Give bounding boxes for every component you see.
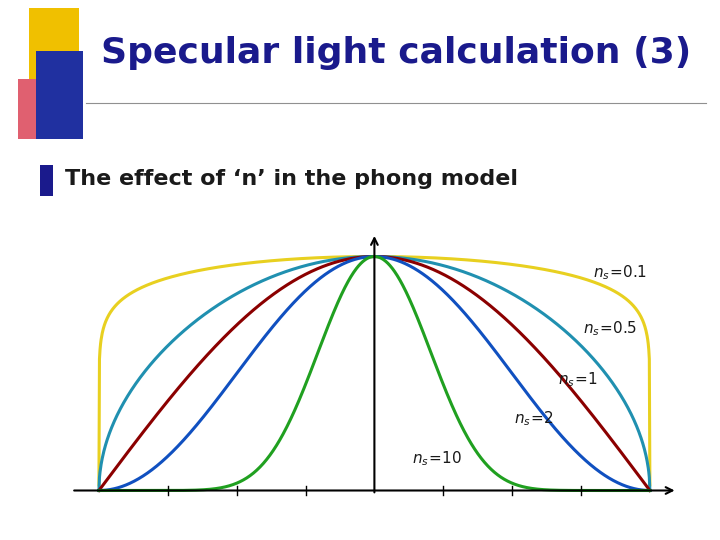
Text: Specular light calculation (3): Specular light calculation (3): [101, 36, 691, 70]
Text: The effect of ‘n’ in the phong model: The effect of ‘n’ in the phong model: [65, 170, 518, 190]
Bar: [40, 165, 53, 197]
Text: $n_s\!=\!0.1$: $n_s\!=\!0.1$: [593, 264, 647, 282]
Bar: [36, 51, 83, 139]
Text: $n_s\!=\!10$: $n_s\!=\!10$: [413, 449, 462, 468]
Bar: [29, 8, 79, 83]
Bar: [18, 79, 58, 139]
Text: $n_s\!=\!2$: $n_s\!=\!2$: [514, 409, 554, 428]
Text: $n_s\!=\!0.5$: $n_s\!=\!0.5$: [583, 320, 638, 339]
Text: $n_s\!=\!1$: $n_s\!=\!1$: [558, 370, 598, 389]
